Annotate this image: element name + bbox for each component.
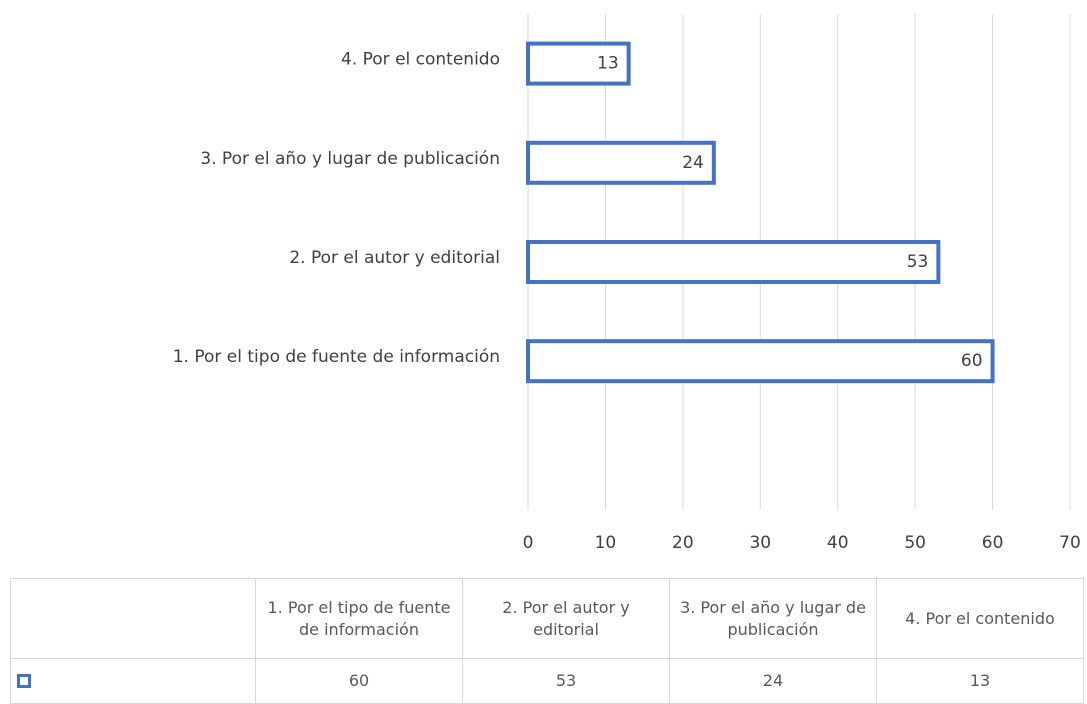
table-header: 1. Por el tipo de fuente de información [255,578,463,659]
data-label: 24 [682,153,704,173]
bar [526,41,631,86]
bar [526,339,995,384]
bar [526,240,941,284]
table-value: 24 [669,658,877,704]
y-tick-label: 4. Por el contenido [341,50,500,70]
x-tick-label: 70 [1059,533,1081,553]
table-header-row: 1. Por el tipo de fuente de información 2… [10,578,1084,659]
y-tick-label: 3. Por el año y lugar de publicación [200,149,500,169]
y-tick-label: 1. Por el tipo de fuente de información [173,347,500,367]
x-tick-label: 50 [904,533,926,553]
table-header: 4. Por el contenido [876,578,1084,659]
bar [526,140,716,185]
table-value: 13 [876,658,1084,704]
chart: 0 10 20 30 40 50 60 70 1. Por el tipo de fuente … [173,14,1081,553]
table-header: 3. Por el año y lugar de publicación [669,578,877,659]
table-value-row: 60 53 24 13 [10,658,1084,704]
data-table: 1. Por el tipo de fuente de información 2… [10,578,1084,704]
data-label: 60 [961,351,983,371]
data-label: 13 [597,54,619,74]
table-value: 60 [255,658,463,704]
x-tick-label: 0 [523,533,534,553]
x-tick-label: 30 [749,533,771,553]
x-tick-label: 40 [827,533,849,553]
x-tick-label: 10 [595,533,617,553]
table-header: 2. Por el autor y editorial [462,578,670,659]
x-tick-label: 60 [982,533,1004,553]
data-label: 53 [907,252,929,272]
legend-key [17,674,31,688]
table-value: 53 [462,658,670,704]
table-corner [10,578,256,659]
x-tick-label: 20 [672,533,694,553]
y-tick-label: 2. Por el autor y editorial [289,248,500,268]
legend-key-cell [10,658,256,704]
